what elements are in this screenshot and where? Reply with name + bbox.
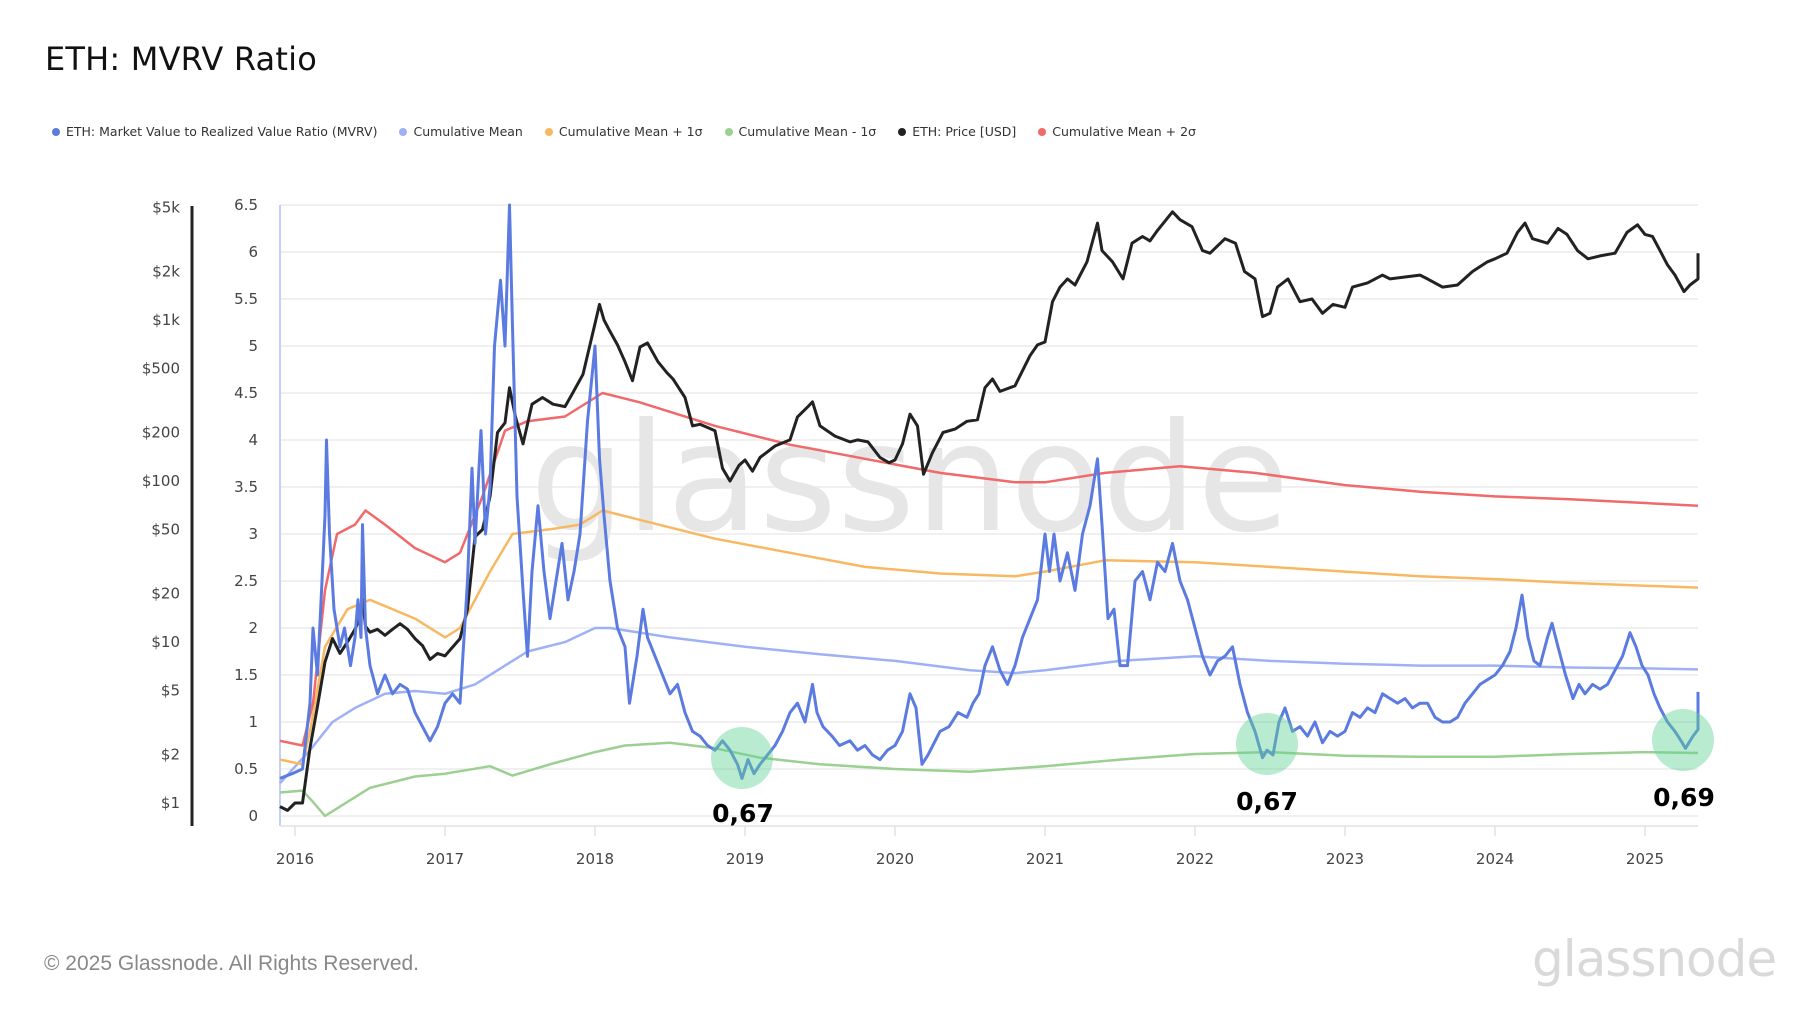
x-tick-label: 2018 (576, 850, 614, 868)
price-tick-label: $50 (151, 520, 180, 538)
annotation-circle (711, 727, 773, 789)
price-tick-label: $200 (142, 424, 180, 442)
price-tick-label: $2 (161, 746, 180, 764)
legend-label: Cumulative Mean + 2σ (1052, 124, 1196, 139)
annotation-circle (1236, 713, 1298, 775)
legend-item-mvrv[interactable]: ETH: Market Value to Realized Value Rati… (52, 124, 377, 139)
series-lines (279, 203, 1700, 818)
y-tick-label: 1 (248, 713, 258, 731)
y-tick-label: 2 (248, 619, 258, 637)
legend-label: Cumulative Mean + 1σ (558, 124, 703, 139)
price-tick-label: $20 (151, 585, 180, 603)
annotation-label: 0,69 (1653, 783, 1715, 812)
annotation-circle (1652, 709, 1714, 771)
y-tick-label: 0.5 (234, 760, 258, 778)
legend-label: Cumulative Mean - 1σ (738, 124, 877, 139)
y-tick-label: 4 (248, 431, 258, 449)
legend-dot-icon (1038, 127, 1047, 136)
series-line (279, 391, 1699, 747)
price-tick-label: $10 (151, 633, 180, 651)
legend-dot-icon (399, 127, 408, 136)
x-tick-label: 2022 (1176, 850, 1214, 868)
y-tick-label: 5.5 (234, 290, 258, 308)
series-line (279, 741, 1699, 818)
legend-dot-icon (544, 127, 553, 136)
legend-item-cumulative-mean[interactable]: Cumulative Mean (399, 124, 523, 139)
copyright-text: © 2025 Glassnode. All Rights Reserved. (44, 952, 420, 975)
legend-label: ETH: Market Value to Realized Value Rati… (66, 124, 378, 139)
chart-legend: ETH: Market Value to Realized Value Rati… (52, 124, 1196, 139)
y-tick-label: 1.5 (234, 666, 258, 684)
x-tick-label: 2016 (276, 850, 314, 868)
series-line (279, 509, 1699, 766)
legend-dot-icon (724, 127, 733, 136)
y-tick-label: 6.5 (234, 196, 258, 214)
y-tick-label: 2.5 (234, 572, 258, 590)
y-tick-label: 3 (248, 525, 258, 543)
legend-label: ETH: Price [USD] (912, 124, 1017, 139)
x-tick-label: 2025 (1626, 850, 1664, 868)
price-tick-label: $100 (142, 472, 180, 490)
price-tick-label: $500 (142, 359, 180, 377)
annotation-label: 0,67 (1236, 787, 1298, 816)
glassnode-logo: glassnode (1532, 930, 1777, 988)
axes: 0 0.5 1 1.5 2 2.5 3 3.5 4 4.5 5 5.5 6 6.5 $1 $2 $5 $10 $20… (142, 196, 1698, 868)
legend-item-mean-minus-1sigma[interactable]: Cumulative Mean - 1σ (724, 124, 877, 139)
price-tick-label: $5k (152, 198, 180, 216)
y-tick-label: 6 (248, 243, 258, 261)
legend-dot-icon (898, 127, 907, 136)
y-tick-label: 0 (248, 807, 258, 825)
x-tick-label: 2017 (426, 850, 464, 868)
y-tick-label: 5 (248, 337, 258, 355)
annotation-label: 0,67 (712, 799, 774, 828)
x-tick-label: 2019 (726, 850, 764, 868)
price-tick-label: $1 (161, 794, 180, 812)
series-line (279, 626, 1699, 784)
legend-item-mean-plus-2sigma[interactable]: Cumulative Mean + 2σ (1038, 124, 1196, 139)
legend-label: Cumulative Mean (413, 124, 523, 139)
x-tick-label: 2023 (1326, 850, 1364, 868)
chart-title: ETH: MVRV Ratio (45, 40, 317, 78)
annotations: 0,67 0,67 0,69 (711, 709, 1715, 828)
y-tick-label: 4.5 (234, 384, 258, 402)
price-tick-label: $2k (152, 263, 180, 281)
y-tick-label: 3.5 (234, 478, 258, 496)
x-tick-label: 2021 (1026, 850, 1064, 868)
legend-item-eth-price[interactable]: ETH: Price [USD] (898, 124, 1016, 139)
price-tick-label: $1k (152, 311, 180, 329)
legend-dot-icon (52, 127, 60, 136)
series-line (279, 203, 1700, 780)
legend-item-mean-plus-1sigma[interactable]: Cumulative Mean + 1σ (544, 124, 703, 139)
x-tick-label: 2024 (1476, 850, 1514, 868)
x-tick-label: 2020 (876, 850, 914, 868)
gridlines (280, 204, 1698, 817)
series-line (279, 210, 1700, 812)
price-tick-label: $5 (161, 681, 180, 699)
